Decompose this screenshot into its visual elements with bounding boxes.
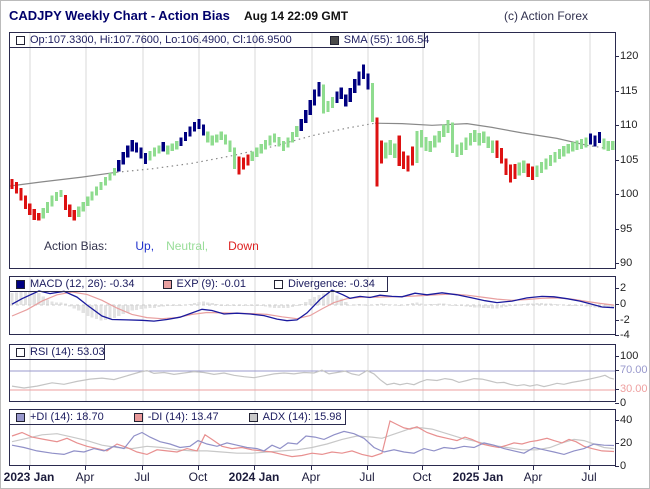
macd-legend-label: MACD (12, 26): -0.34 (30, 278, 135, 290)
adx-y-label-40: 40 (620, 414, 633, 426)
price-y-label-110: 110 (620, 119, 638, 131)
x-axis-label: Jul (134, 470, 150, 484)
adx-panel: +DI (14): 18.70 -DI (14): 13.47 ADX (14)… (9, 409, 616, 466)
rsi-legend: RSI (14): 53.03 (9, 344, 105, 360)
adx-y-label-0: 0 (620, 460, 627, 472)
price-y-label-100: 100 (620, 188, 639, 200)
action-bias-down-label: Down (228, 239, 259, 253)
price-y-label-115-tick (615, 91, 619, 92)
copyright: (c) Action Forex (504, 9, 589, 23)
price-canvas (10, 33, 615, 268)
timestamp: Aug 14 22:09 GMT (244, 9, 349, 23)
macd-y-label--4-tick (615, 335, 619, 336)
rsi-y-label-30: 30.00 (620, 383, 648, 395)
price-y-label-95: 95 (620, 223, 633, 235)
macd-y-label-0: 0 (620, 298, 627, 310)
plus-di-swatch-icon (16, 412, 25, 422)
macd-panel: MACD (12, 26): -0.34 EXP (9): -0.01 Dive… (9, 276, 616, 335)
macd-y-label-2-tick (615, 288, 619, 289)
action-bias-label: Action Bias: (44, 239, 108, 253)
adx-legend: +DI (14): 18.70 -DI (14): 13.47 ADX (14)… (9, 409, 346, 425)
rsi-swatch-icon (16, 347, 25, 357)
price-legend: Op:107.3300, Hi:107.7600, Lo:106.4900, C… (9, 32, 429, 48)
rsi-y-label-70: 70.00 (620, 364, 648, 376)
x-axis-label: 2025 Jan (452, 470, 504, 484)
macd-y-label--2-tick (615, 320, 619, 321)
macd-y-label-0-tick (615, 304, 619, 305)
action-bias-up-label: Up, (135, 239, 155, 253)
macd-swatch-icon (16, 279, 25, 289)
ohlc-legend-label: Op:107.3300, Hi:107.7600, Lo:106.4900, C… (30, 34, 292, 46)
exp-swatch-icon (162, 279, 172, 289)
x-axis-label: Jul (581, 470, 597, 484)
ohlc-swatch-icon (16, 35, 25, 45)
rsi-y-label-100: 100 (620, 350, 639, 362)
rsi-y-label-30-tick (615, 389, 619, 390)
x-axis-tick (29, 466, 30, 470)
rsi-y-label-100-tick (615, 356, 619, 357)
x-axis-label: Oct (412, 470, 432, 484)
x-axis-tick (254, 466, 255, 470)
x-axis-tick (478, 466, 479, 470)
x-axis-tick (85, 466, 86, 470)
macd-y-label--4: -4 (620, 329, 630, 341)
plus-di-legend-label: +DI (14): 18.70 (30, 411, 104, 423)
minus-di-legend-label: -DI (14): 13.47 (147, 411, 219, 423)
price-y-label-110-tick (615, 125, 619, 126)
adx-y-label-20: 20 (620, 437, 633, 449)
rsi-y-label-0: 0 (620, 397, 627, 409)
rsi-y-label-0-tick (615, 403, 619, 404)
x-axis-tick (311, 466, 312, 470)
x-axis-label: Jul (359, 470, 375, 484)
x-axis-tick (367, 466, 368, 470)
action-bias-legend: Action Bias: Up, Neutral, Down (44, 239, 259, 253)
price-y-label-90-tick (615, 263, 619, 264)
price-y-label-90: 90 (620, 257, 633, 269)
adx-swatch-icon (248, 412, 258, 422)
x-axis-tick (198, 466, 199, 470)
price-y-label-95-tick (615, 229, 619, 230)
macd-legend: MACD (12, 26): -0.34 EXP (9): -0.01 Dive… (9, 276, 388, 292)
macd-y-label-2: 2 (620, 282, 627, 294)
sma-swatch-icon (329, 35, 339, 45)
x-axis-label: Oct (188, 470, 208, 484)
rsi-legend-label: RSI (14): 53.03 (30, 346, 105, 358)
x-axis-label: 2023 Jan (3, 470, 55, 484)
price-y-label-105-tick (615, 160, 619, 161)
sma-legend-label: SMA (55): 106.54 (343, 34, 430, 46)
rsi-panel: RSI (14): 53.03 (9, 344, 616, 402)
rsi-y-label-70-tick (615, 370, 619, 371)
minus-di-swatch-icon (133, 412, 143, 422)
divergence-legend-label: Divergence: -0.34 (288, 278, 375, 290)
rsi-canvas (10, 345, 615, 401)
adx-canvas (11, 410, 615, 465)
adx-y-label-20-tick (615, 443, 619, 444)
price-y-label-120-tick (615, 56, 619, 57)
price-y-label-120: 120 (620, 50, 639, 62)
x-axis-tick (533, 466, 534, 470)
divergence-swatch-icon (274, 279, 284, 289)
x-axis-tick (589, 466, 590, 470)
page-title: CADJPY Weekly Chart - Action Bias (9, 8, 230, 23)
x-axis-label: Apr (523, 470, 543, 484)
x-axis-tick (142, 466, 143, 470)
action-bias-neutral-label: Neutral, (166, 239, 209, 253)
exp-legend-label: EXP (9): -0.01 (176, 278, 247, 290)
adx-y-label-0-tick (615, 466, 619, 467)
adx-legend-label: ADX (14): 15.98 (262, 411, 342, 423)
price-y-label-115: 115 (620, 85, 638, 97)
adx-y-label-40-tick (615, 420, 619, 421)
price-panel: Op:107.3300, Hi:107.7600, Lo:106.4900, C… (9, 32, 616, 269)
macd-y-label--2: -2 (620, 314, 630, 326)
x-axis-label: Apr (75, 470, 95, 484)
macd-canvas (10, 277, 615, 334)
x-axis-label: Apr (301, 470, 321, 484)
price-y-label-100-tick (615, 194, 619, 195)
x-axis-tick (422, 466, 423, 470)
price-y-label-105: 105 (620, 154, 639, 166)
x-axis-label: 2024 Jan (228, 470, 280, 484)
